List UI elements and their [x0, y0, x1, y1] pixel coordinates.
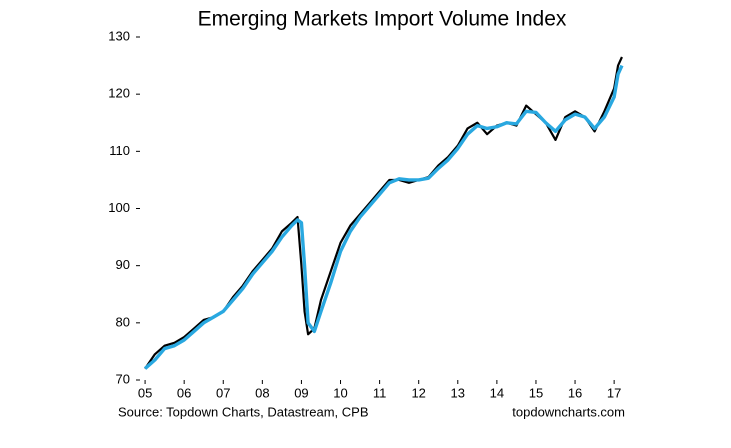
credit: topdowncharts.com [512, 404, 625, 419]
x-tick-label: 17 [607, 385, 621, 400]
x-tick-label: 08 [255, 385, 269, 400]
x-tick-label: 09 [294, 385, 308, 400]
y-tick-label: 90 [116, 257, 130, 272]
x-tick-label: 07 [216, 385, 230, 400]
y-tick-label: 110 [109, 143, 130, 158]
y-tick-label: 70 [116, 371, 130, 386]
y-tick-label: 130 [108, 28, 130, 43]
x-tick-label: 06 [177, 385, 191, 400]
y-tick-label: 80 [116, 314, 130, 329]
source-note: Source: Topdown Charts, Datastream, CPB [118, 404, 369, 419]
y-tick-label: 100 [108, 200, 130, 215]
x-tick-label: 12 [411, 385, 425, 400]
x-tick-label: 13 [451, 385, 465, 400]
x-tick-label: 05 [138, 385, 152, 400]
series-line [144, 56, 623, 370]
y-tick-label: 120 [108, 86, 130, 101]
chart-title: Emerging Markets Import Volume Index [198, 8, 567, 31]
x-tick-label: 11 [373, 385, 387, 400]
x-tick-label: 16 [568, 385, 582, 400]
x-tick-label: 14 [490, 385, 504, 400]
x-tick-label: 10 [333, 385, 347, 400]
x-tick-label: 15 [529, 385, 543, 400]
series-line [143, 64, 624, 370]
